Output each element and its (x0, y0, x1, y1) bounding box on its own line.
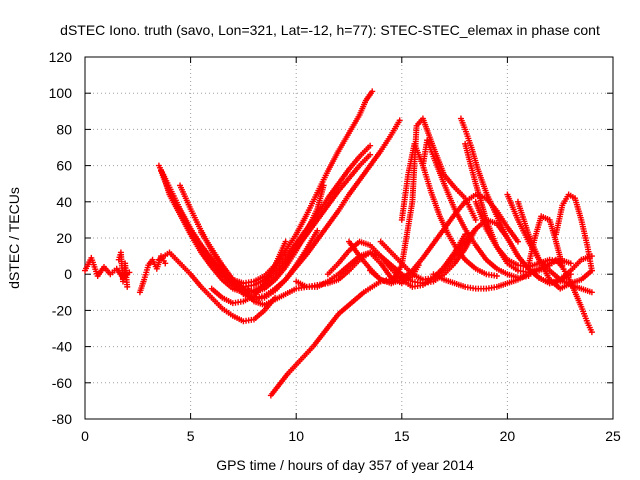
y-tick-label: 100 (49, 85, 73, 101)
data-marker (588, 267, 595, 274)
y-axis-label: dSTEC / TECUs (6, 187, 22, 289)
data-series (552, 191, 595, 274)
data-marker (588, 329, 595, 336)
y-tick-label: -40 (52, 339, 72, 355)
data-marker (314, 227, 321, 234)
x-axis-label: GPS time / hours of day 357 of year 2014 (216, 457, 474, 473)
data-marker (320, 182, 327, 189)
data-marker (367, 142, 374, 149)
chart-title: dSTEC Iono. truth (savo, Lon=321, Lat=-1… (60, 22, 600, 38)
y-tick-label: 120 (49, 49, 73, 65)
data-series (198, 182, 327, 296)
data-marker (493, 273, 500, 280)
data-marker (124, 283, 131, 290)
data-series (166, 117, 403, 301)
data-marker (514, 238, 521, 245)
data-series (525, 213, 566, 269)
data-marker (282, 238, 289, 245)
data-marker (162, 260, 169, 267)
y-tick-label: 40 (56, 194, 72, 210)
y-tick-label: -60 (52, 375, 72, 391)
data-marker (367, 151, 374, 158)
axis-ticks: 0 5 10 15 20 25 -80 -60 -40 -20 0 20 40 60 80 100 120 (49, 49, 621, 444)
data-points (82, 88, 595, 399)
data-marker (588, 289, 595, 296)
y-tick-label: 0 (64, 266, 72, 282)
y-tick-label: -80 (52, 411, 72, 427)
data-series (115, 249, 131, 290)
x-tick-label: 5 (187, 428, 195, 444)
x-tick-label: 25 (605, 428, 621, 444)
x-tick-label: 15 (394, 428, 410, 444)
data-series (267, 273, 410, 399)
y-tick-label: -20 (52, 302, 72, 318)
data-marker (567, 260, 574, 267)
y-tick-label: 20 (56, 230, 72, 246)
data-series (546, 256, 595, 336)
x-tick-label: 20 (500, 428, 516, 444)
data-marker (369, 88, 376, 95)
data-series (367, 115, 479, 287)
data-series (398, 140, 500, 280)
y-tick-label: 60 (56, 158, 72, 174)
data-series (136, 253, 169, 296)
data-marker (396, 117, 403, 124)
y-tick-label: 80 (56, 121, 72, 137)
x-tick-label: 0 (81, 428, 89, 444)
x-tick-label: 10 (288, 428, 304, 444)
data-marker (472, 216, 479, 223)
data-series (158, 142, 374, 290)
